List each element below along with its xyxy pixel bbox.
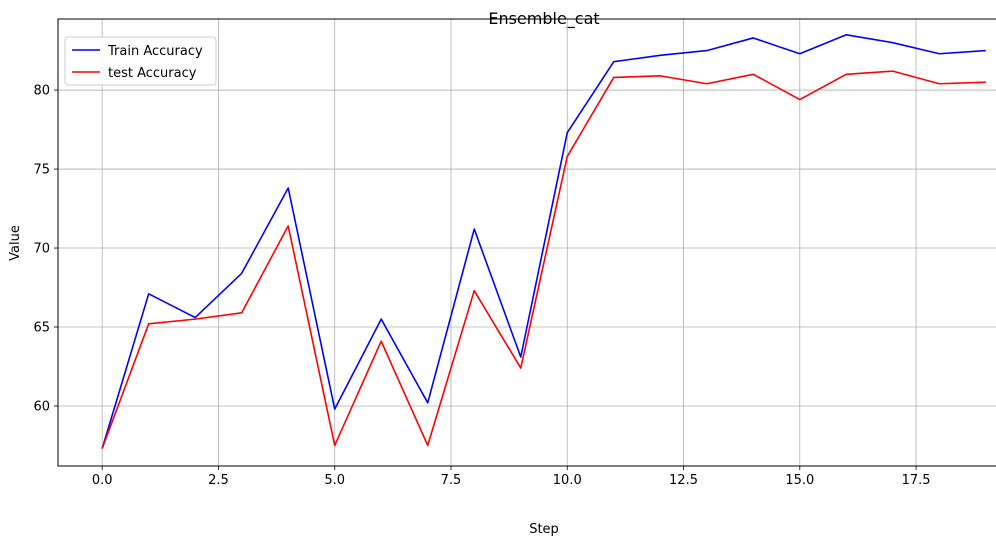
x-tick-label: 12.5	[669, 473, 698, 488]
plot-frame	[57, 18, 996, 467]
y-tick-label: 75	[33, 163, 50, 178]
y-tick-label: 80	[33, 84, 50, 99]
legend: Train Accuracy test Accuracy	[64, 36, 217, 86]
series-line-train-accuracy	[101, 33, 986, 449]
grid-lines	[58, 19, 996, 466]
x-tick-label: 2.5	[208, 473, 229, 488]
legend-label-train: Train Accuracy	[107, 44, 203, 59]
y-tick-label: 60	[33, 399, 50, 414]
x-axis-ticks: 0.0 2.5 5.0 7.5 10.0 12.5 15.0 17.5	[92, 466, 931, 488]
x-tick-label: 0.0	[92, 473, 113, 488]
y-axis-label: Value	[8, 225, 23, 261]
x-tick-label: 15.0	[785, 473, 814, 488]
x-tick-label: 5.0	[324, 473, 345, 488]
y-tick-label: 70	[33, 242, 50, 257]
x-tick-label: 7.5	[441, 473, 462, 488]
y-tick-label: 65	[33, 321, 50, 336]
y-axis-ticks: 60 65 70 75 80	[33, 84, 58, 414]
x-tick-label: 17.5	[902, 473, 931, 488]
series-line-test-accuracy	[101, 70, 986, 449]
series-lines	[101, 33, 986, 449]
legend-label-test: test Accuracy	[108, 66, 197, 81]
legend-box	[64, 36, 217, 86]
x-tick-label: 10.0	[553, 473, 582, 488]
x-axis-label: Step	[529, 522, 559, 537]
